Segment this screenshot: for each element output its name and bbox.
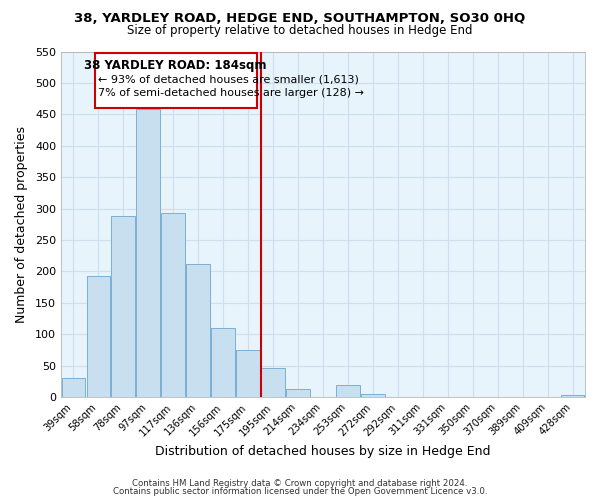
Bar: [560, 395, 584, 397]
Bar: [236, 350, 260, 397]
Text: 7% of semi-detached houses are larger (128) →: 7% of semi-detached houses are larger (1…: [98, 88, 364, 98]
Y-axis label: Number of detached properties: Number of detached properties: [15, 126, 28, 323]
Text: Contains public sector information licensed under the Open Government Licence v3: Contains public sector information licen…: [113, 487, 487, 496]
Bar: [336, 384, 360, 397]
Bar: [261, 368, 285, 397]
Bar: [187, 264, 210, 397]
FancyBboxPatch shape: [95, 53, 257, 108]
Bar: [361, 394, 385, 397]
Text: ← 93% of detached houses are smaller (1,613): ← 93% of detached houses are smaller (1,…: [98, 74, 359, 84]
Bar: [62, 378, 85, 397]
Bar: [211, 328, 235, 397]
Text: 38 YARDLEY ROAD: 184sqm: 38 YARDLEY ROAD: 184sqm: [85, 59, 267, 72]
Text: Size of property relative to detached houses in Hedge End: Size of property relative to detached ho…: [127, 24, 473, 37]
Bar: [286, 389, 310, 397]
Bar: [161, 213, 185, 397]
Bar: [112, 216, 135, 397]
Text: 38, YARDLEY ROAD, HEDGE END, SOUTHAMPTON, SO30 0HQ: 38, YARDLEY ROAD, HEDGE END, SOUTHAMPTON…: [74, 12, 526, 26]
Bar: [136, 110, 160, 397]
Bar: [86, 276, 110, 397]
X-axis label: Distribution of detached houses by size in Hedge End: Distribution of detached houses by size …: [155, 444, 491, 458]
Text: Contains HM Land Registry data © Crown copyright and database right 2024.: Contains HM Land Registry data © Crown c…: [132, 478, 468, 488]
